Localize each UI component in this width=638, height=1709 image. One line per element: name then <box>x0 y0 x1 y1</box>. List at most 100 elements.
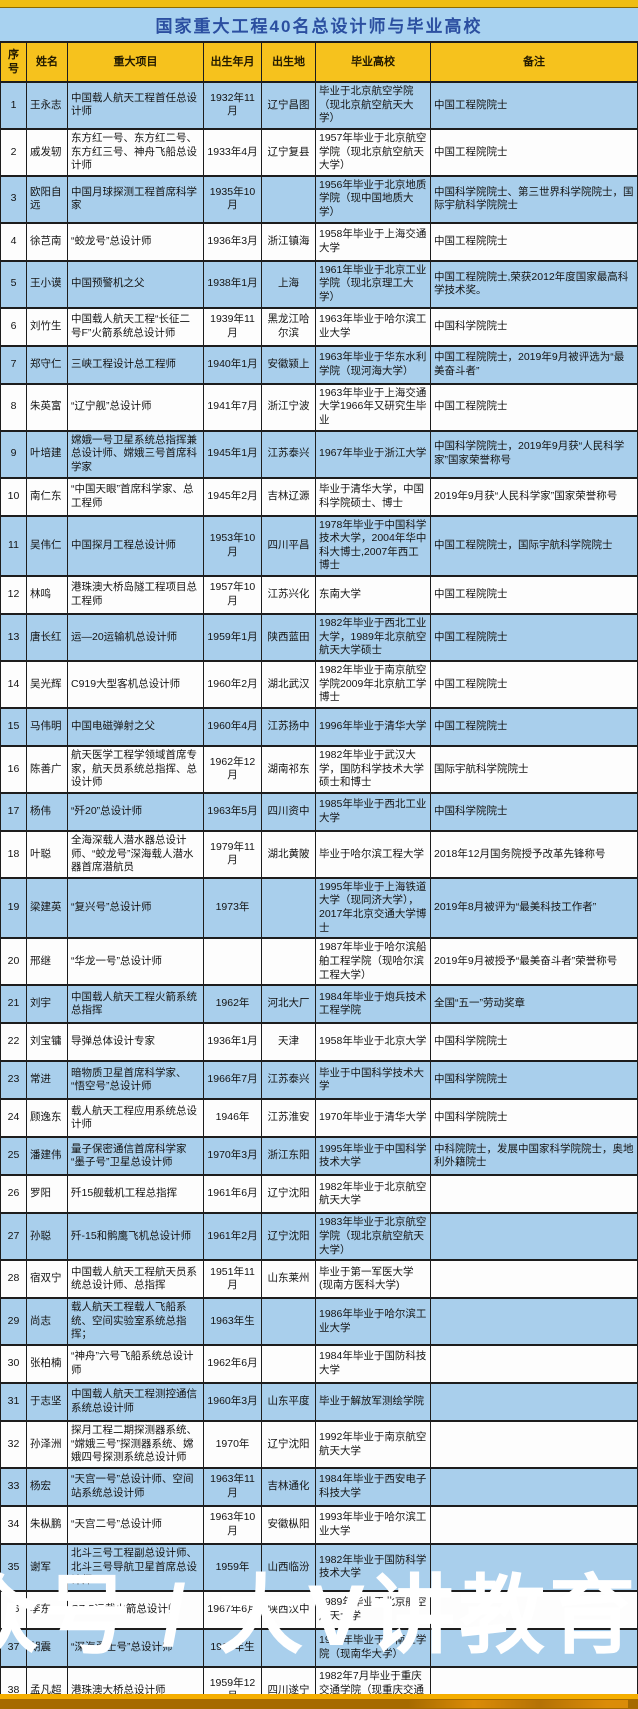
row-number-cell: 12 <box>1 577 27 616</box>
birthdate-cell: 1963年生 <box>204 1299 262 1347</box>
birthdate-cell: 1959年1月 <box>204 615 262 663</box>
table-row: 10 南仁东 “中国天眼”首席科学家、总工程师 1945年2月 吉林辽源 毕业于清华大学，… <box>1 478 638 517</box>
row-number-cell: 13 <box>1 615 27 663</box>
note-cell: 中国工程院院士，国际宇航科学院院士 <box>431 516 638 578</box>
university-cell: 毕业于解放军测绘学院 <box>316 1384 431 1423</box>
university-cell: 1987年毕业于哈尔滨船舶工程学院（现哈尔滨工程大学） <box>316 939 431 987</box>
note-cell <box>431 1422 638 1470</box>
project-cell: 航天医学工程学领域首席专家，航天员系统总指挥、总设计师 <box>68 746 204 794</box>
note-cell: 中科院院士，发展中国家科学院院士，奥地利外籍院士 <box>431 1138 638 1177</box>
project-cell: 全海深载人潜水器总设计师、“蛟龙号”深海载人潜水器首席潜航员 <box>68 831 204 879</box>
table-row: 37 胡震 “深海勇士号”总设计师 1966年生 1991年毕业于中南工学院（现南华大学… <box>1 1629 638 1668</box>
birthplace-cell: 浙江镇海 <box>262 223 316 262</box>
birthplace-cell: 江苏淮安 <box>262 1100 316 1139</box>
project-cell: 三峡工程设计总工程师 <box>68 346 204 385</box>
project-cell: 中国月球探测工程首席科学家 <box>68 176 204 224</box>
name-cell: 邢继 <box>27 939 68 987</box>
table-row: 12 林鸣 港珠澳大桥岛隧工程项目总工程师 1957年10月 江苏兴化 东南大学 中国工程院… <box>1 577 638 616</box>
note-cell: 中国科学院院士 <box>431 793 638 832</box>
row-number-cell: 24 <box>1 1100 27 1139</box>
name-cell: 朱英富 <box>27 384 68 432</box>
table-row: 21 刘宇 中国载人航天工程火箭系统总指挥 1962年 河北大厂 1984年毕业于炮兵技术… <box>1 986 638 1025</box>
project-cell: 载人航天工程载人飞船系统、空间实验室系统总指挥； <box>68 1299 204 1347</box>
row-number-cell: 29 <box>1 1299 27 1347</box>
table-row: 1 王永志 中国载人航天工程首任总设计师 1932年11月 辽宁昌图 毕业于北京航空学院（… <box>1 83 638 130</box>
birthplace-cell: 辽宁沈阳 <box>262 1214 316 1262</box>
university-cell: 1982年毕业于南京航空学院2009年北京航工学博士 <box>316 662 431 709</box>
table-header-row: 序号 姓名 重大项目 出生年月 出生地 毕业高校 备注 <box>1 43 638 83</box>
birthplace-cell: 江苏泰兴 <box>262 1062 316 1101</box>
bottom-band-glow <box>408 1700 628 1708</box>
table-row: 35 谢军 北斗三号工程副总设计师、北斗三号导航卫星首席总设计师 1959年 山西临汾 1… <box>1 1545 638 1592</box>
birthplace-cell: 安徽枞阳 <box>262 1507 316 1546</box>
birthdate-cell: 1960年3月 <box>204 1384 262 1423</box>
note-cell: 全国“五一”劳动奖章 <box>431 986 638 1025</box>
note-cell: 国际宇航科学院院士 <box>431 746 638 794</box>
birthplace-cell: 浙江宁波 <box>262 384 316 432</box>
row-number-cell: 27 <box>1 1214 27 1262</box>
note-cell: 中国科学院院士 <box>431 308 638 347</box>
row-number-cell: 6 <box>1 308 27 347</box>
project-cell: CZ-5运载火箭总设计师 <box>68 1591 204 1630</box>
column-header-4: 出生地 <box>262 43 316 83</box>
column-header-3: 出生年月 <box>204 43 262 83</box>
note-cell <box>431 1507 638 1546</box>
birthdate-cell: 1933年4月 <box>204 129 262 177</box>
project-cell: 中国载人航天工程火箭系统总指挥 <box>68 986 204 1025</box>
birthdate-cell <box>204 939 262 987</box>
name-cell: 叶聪 <box>27 831 68 879</box>
row-number-cell: 14 <box>1 662 27 709</box>
university-cell: 1984年毕业于炮兵技术工程学院 <box>316 986 431 1025</box>
row-number-cell: 23 <box>1 1062 27 1101</box>
project-cell: “天宫一号”总设计师、空间站系统总设计师 <box>68 1469 204 1508</box>
university-cell: 1956年毕业于北京地质学院（现中国地质大学） <box>316 176 431 224</box>
university-cell: 1963年毕业于华东水利学院（现河海大学） <box>316 346 431 385</box>
university-cell: 毕业于北京航空学院（现北京航空航天大学） <box>316 83 431 130</box>
row-number-cell: 34 <box>1 1507 27 1546</box>
row-number-cell: 28 <box>1 1261 27 1300</box>
table-row: 6 刘竹生 中国载人航天工程“长征二号F”火箭系统总设计师 1939年11月 黑龙江哈尔… <box>1 308 638 347</box>
project-cell: “深海勇士号”总设计师 <box>68 1629 204 1668</box>
birthplace-cell <box>262 939 316 987</box>
university-cell: 1984年毕业于西安电子科技大学 <box>316 1469 431 1508</box>
university-cell: 1961年毕业于北京工业学院（现北京理工大学） <box>316 261 431 309</box>
university-cell: 1996年毕业于清华大学 <box>316 708 431 747</box>
table-row: 31 于志坚 中国载人航天工程测控通信系统总设计师 1960年3月 山东平度 毕业于解放军… <box>1 1384 638 1423</box>
note-cell <box>431 1469 638 1508</box>
birthplace-cell <box>262 176 316 224</box>
note-cell: 中国工程院院士 <box>431 384 638 432</box>
birthplace-cell: 辽宁沈阳 <box>262 1422 316 1470</box>
table-row: 27 孙聪 歼-15和鹘鹰飞机总设计师 1961年2月 辽宁沈阳 1983年毕业于北京航空… <box>1 1214 638 1262</box>
birthplace-cell <box>262 1346 316 1385</box>
table-row: 13 唐长红 运—20运输机总设计师 1959年1月 陕西蓝田 1982年毕业于西北工业大… <box>1 615 638 663</box>
university-cell: 1982年毕业于西北工业大学，1989年北京航空航天大学硕士 <box>316 615 431 663</box>
column-header-5: 毕业高校 <box>316 43 431 83</box>
university-cell: 1985年毕业于西北工业大学 <box>316 793 431 832</box>
table-row: 7 郑守仁 三峡工程设计总工程师 1940年1月 安徽颍上 1963年毕业于华东水利学院（… <box>1 346 638 385</box>
table-row: 11 吴伟仁 中国探月工程总设计师 1953年10月 四川平昌 1978年毕业于中国科学技… <box>1 516 638 578</box>
project-cell: C919大型客机总设计师 <box>68 662 204 709</box>
table-row: 20 邢继 “华龙一号”总设计师 1987年毕业于哈尔滨船舶工程学院（现哈尔滨工程大学… <box>1 939 638 987</box>
birthplace-cell: 四川平昌 <box>262 516 316 578</box>
table-row: 4 徐芑南 “蛟龙号”总设计师 1936年3月 浙江镇海 1958年毕业于上海交通大学 中国… <box>1 223 638 262</box>
university-cell: 1986年毕业于哈尔滨工业大学 <box>316 1299 431 1347</box>
birthdate-cell: 1970年 <box>204 1422 262 1470</box>
birthdate-cell: 1938年1月 <box>204 261 262 309</box>
row-number-cell: 38 <box>1 1667 27 1709</box>
university-cell: 毕业于哈尔滨工程大学 <box>316 831 431 879</box>
birthdate-cell: 1962年 <box>204 986 262 1025</box>
project-cell: 东方红一号、东方红二号、东方红三号、神舟飞船总设计师 <box>68 129 204 177</box>
table-row: 36 李东 CZ-5运载火箭总设计师 1967年6月 陕西汉中 1989年毕业于北京航空航… <box>1 1591 638 1630</box>
name-cell: 徐芑南 <box>27 223 68 262</box>
row-number-cell: 18 <box>1 831 27 879</box>
name-cell: 王永志 <box>27 83 68 130</box>
birthplace-cell: 湖北黄陂 <box>262 831 316 879</box>
university-cell: 1963年毕业于哈尔滨工业大学 <box>316 308 431 347</box>
birthplace-cell: 天津 <box>262 1024 316 1063</box>
birthplace-cell: 湖北武汉 <box>262 662 316 709</box>
birthdate-cell: 1962年12月 <box>204 746 262 794</box>
university-cell: 1993年毕业于哈尔滨工业大学 <box>316 1507 431 1546</box>
page-title: 国家重大工程40名总设计师与毕业高校 <box>155 17 483 36</box>
birthplace-cell: 河北大厂 <box>262 986 316 1025</box>
birthdate-cell: 1979年11月 <box>204 831 262 879</box>
